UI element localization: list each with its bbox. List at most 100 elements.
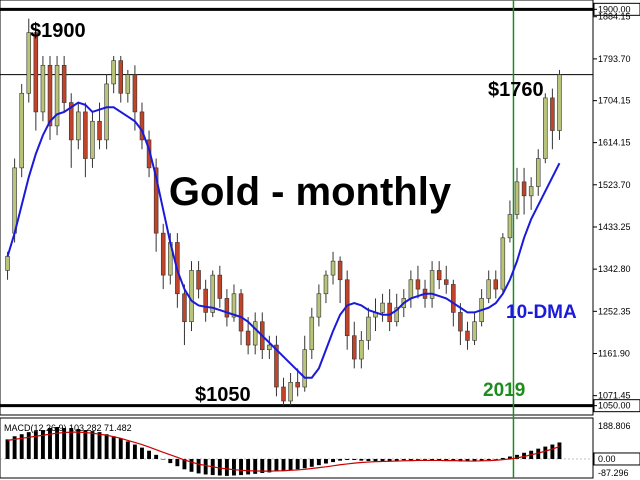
macd-bar-14 — [104, 434, 109, 459]
macd-bar-4 — [33, 431, 38, 459]
candle-body-31 — [224, 298, 230, 318]
macd-bar-63 — [451, 458, 456, 462]
candle-body-49 — [352, 335, 357, 360]
candle-body-34 — [245, 330, 251, 346]
candle-body-53 — [380, 302, 385, 313]
macd-bar-19 — [140, 447, 144, 459]
candle-body-68 — [486, 279, 491, 299]
candle-body-19 — [139, 111, 145, 141]
candle-body-8 — [61, 64, 67, 103]
macd-bar-11 — [83, 430, 88, 459]
candle-body-47 — [337, 260, 343, 281]
candle-body-54 — [387, 302, 392, 323]
candle-body-60 — [429, 270, 435, 299]
macd-bar-2 — [19, 434, 24, 459]
candle-body-4 — [33, 32, 39, 113]
macd-bar-73 — [522, 452, 527, 459]
macd-bar-57 — [408, 458, 413, 461]
candle-body-2 — [19, 92, 24, 169]
candle-body-12 — [90, 120, 95, 159]
annotation-1760: $1760 — [488, 79, 544, 101]
candle-body-21 — [153, 167, 159, 234]
candle-body-70 — [500, 237, 506, 290]
candle-body-46 — [330, 260, 336, 276]
macd-bar-68 — [486, 458, 491, 461]
candle-body-26 — [189, 270, 194, 323]
macd-bar-6 — [48, 428, 52, 459]
candle-body-58 — [415, 279, 421, 290]
macd-bar-23 — [168, 458, 173, 464]
candle-body-15 — [111, 60, 116, 85]
candle-body-45 — [323, 274, 329, 295]
candle-body-1 — [12, 167, 17, 234]
candle-body-72 — [514, 181, 520, 215]
candle-body-29 — [210, 274, 215, 313]
macd-bar-3 — [26, 432, 31, 459]
candle-body-66 — [472, 321, 477, 341]
macd-bar-77 — [550, 444, 555, 459]
macd-bar-32 — [232, 458, 236, 476]
macd-bar-33 — [239, 458, 243, 476]
macd-bar-7 — [55, 426, 60, 459]
candle-body-0 — [5, 256, 10, 271]
candle-body-37 — [267, 344, 272, 351]
macd-bar-1 — [12, 436, 17, 459]
annotation-2019: 2019 — [483, 380, 525, 401]
macd-bar-64 — [458, 458, 463, 462]
candle-body-16 — [118, 60, 123, 94]
ma-10-line — [6, 101, 561, 379]
y-tick-label-8: 1252.35 — [598, 306, 631, 316]
candle-body-75 — [535, 158, 541, 187]
candle-body-69 — [493, 279, 499, 290]
macd-bar-15 — [111, 436, 116, 459]
macd-bar-44 — [316, 458, 321, 466]
macd-bar-24 — [175, 458, 180, 467]
annotation-1900: $1900 — [30, 20, 86, 42]
candle-body-9 — [68, 102, 74, 141]
candle-body-6 — [47, 64, 53, 127]
y-tick-label-10: 1071.45 — [598, 391, 631, 401]
macd-bar-21 — [154, 454, 159, 459]
macd-bar-18 — [132, 444, 137, 459]
candle-body-38 — [274, 344, 279, 388]
candle-body-64 — [458, 312, 463, 332]
y-tick-label-9: 1161.90 — [598, 348, 630, 358]
macd-bar-53 — [380, 458, 385, 462]
macd-bar-58 — [415, 458, 420, 460]
candle-body-42 — [302, 349, 307, 388]
macd-tick-label-2: -87.296 — [598, 468, 629, 478]
macd-bar-69 — [493, 458, 498, 460]
macd-bar-30 — [217, 458, 222, 476]
macd-bar-35 — [253, 458, 258, 474]
macd-bar-61 — [437, 458, 442, 461]
candle-body-22 — [160, 232, 166, 276]
macd-bar-40 — [288, 458, 293, 471]
y-axis-macd: 188.806 0.00 -87.296 — [593, 421, 640, 478]
candle-body-10 — [76, 111, 81, 141]
main-plot-frame — [0, 0, 594, 416]
candle-body-18 — [132, 74, 138, 113]
candle-body-28 — [203, 288, 208, 313]
y-tick-label-2: 1793.70 — [598, 54, 631, 64]
candle-body-39 — [281, 386, 286, 402]
candle-body-27 — [196, 270, 201, 290]
macd-tick-box-1 — [593, 452, 640, 466]
candle-body-35 — [252, 321, 258, 346]
candle-body-55 — [394, 307, 399, 323]
candle-body-33 — [238, 293, 244, 332]
candle-body-51 — [366, 316, 371, 341]
candle-body-50 — [359, 340, 364, 360]
macd-bar-67 — [479, 458, 484, 461]
candle-body-11 — [83, 111, 88, 159]
macd-bar-46 — [331, 458, 335, 463]
y-tick-label-4: 1614.15 — [598, 138, 631, 148]
macd-bar-49 — [352, 458, 357, 461]
candle-body-77 — [550, 97, 555, 131]
y-tick-label-11: 1050.00 — [598, 401, 631, 411]
macd-bar-52 — [373, 458, 378, 462]
macd-bar-50 — [359, 458, 364, 461]
macd-bar-45 — [324, 458, 328, 464]
macd-bar-37 — [267, 458, 272, 473]
